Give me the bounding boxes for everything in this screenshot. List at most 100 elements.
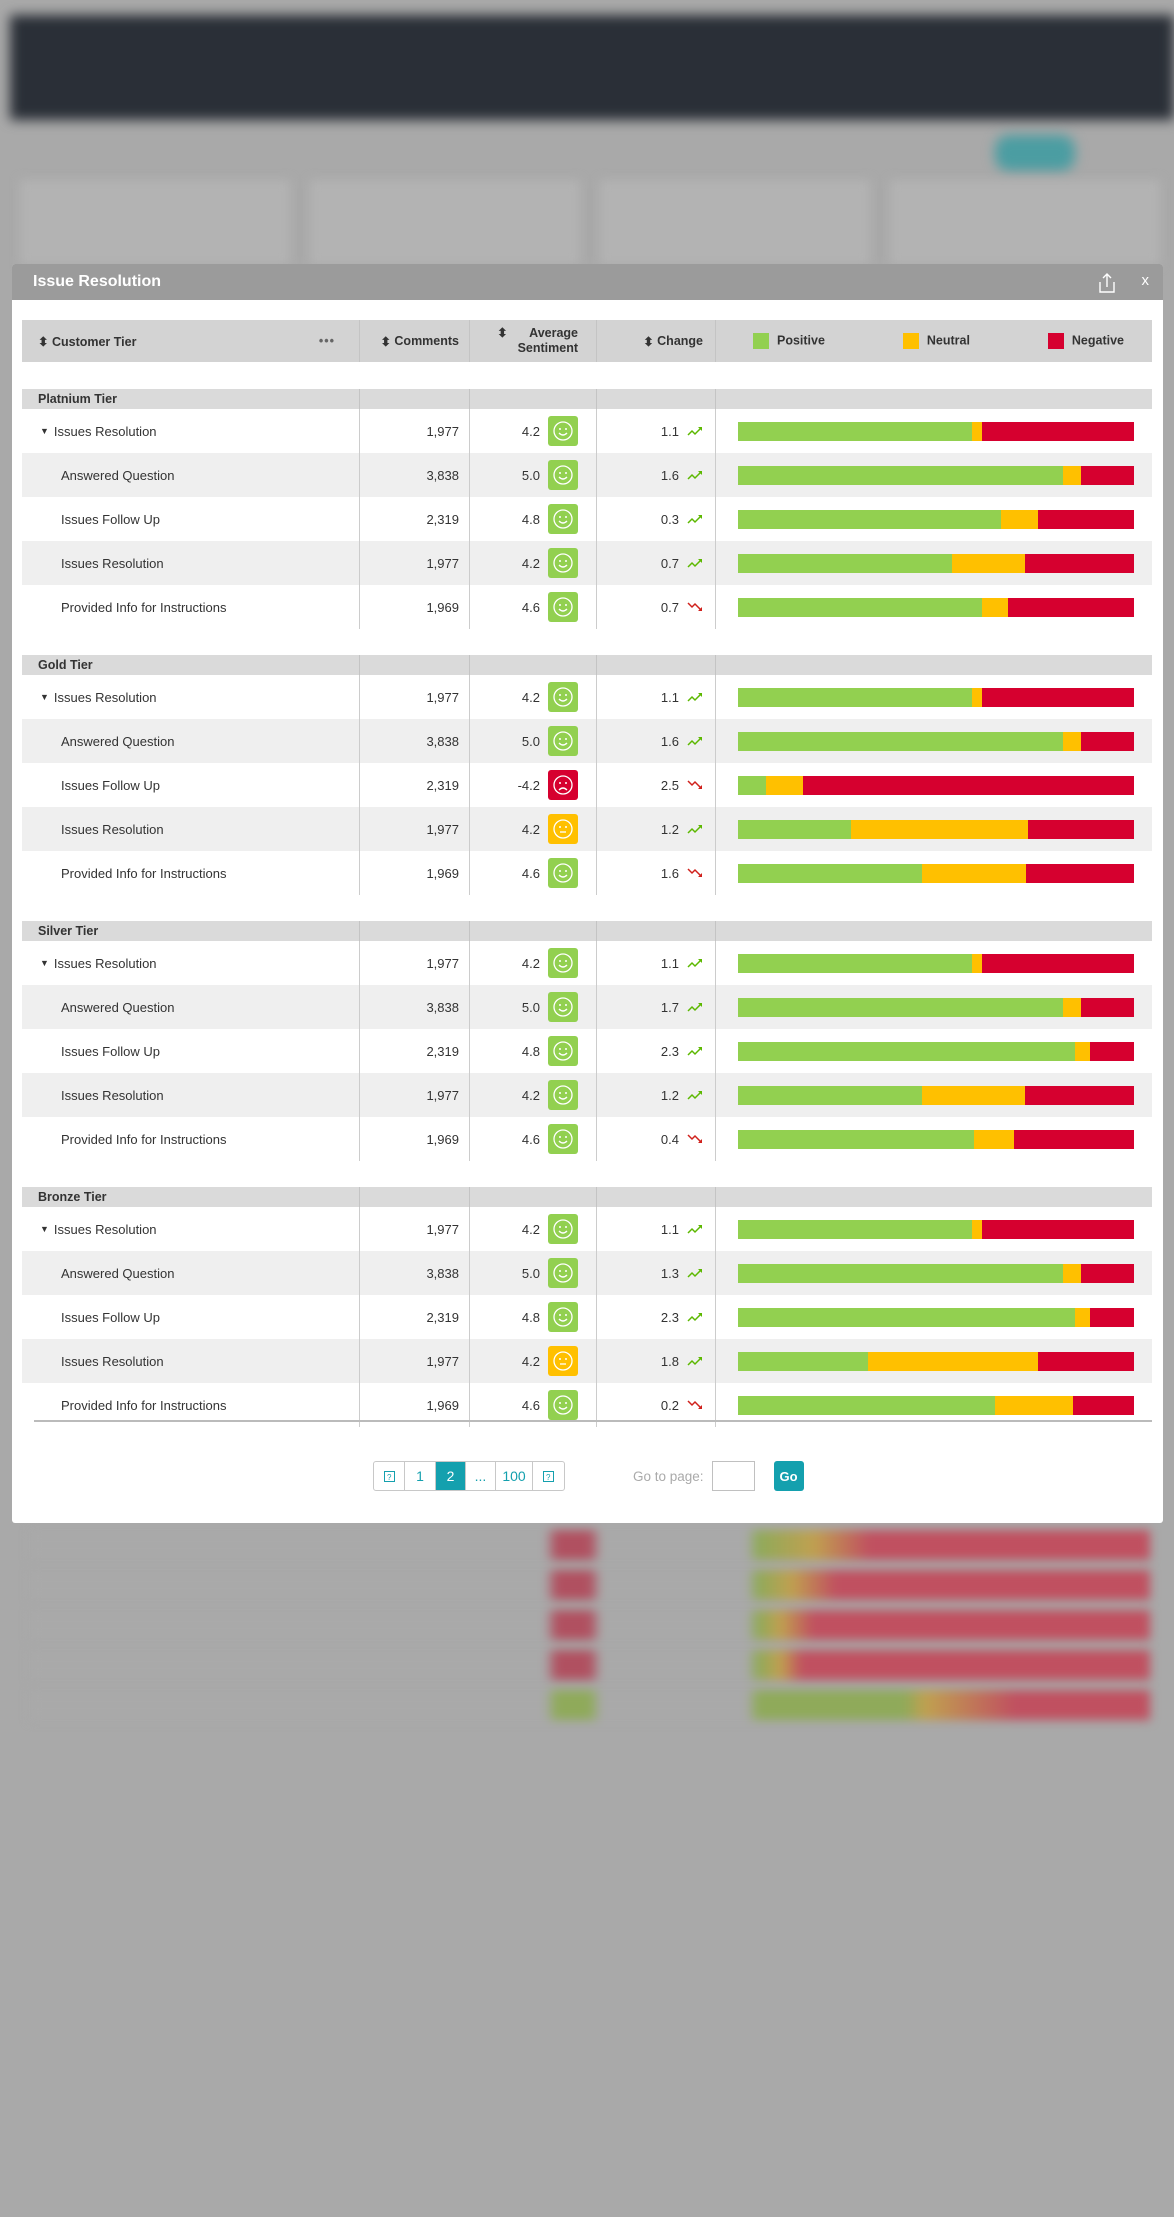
go-to-page-label: Go to page: (633, 1468, 704, 1484)
average-sentiment: 4.2 (521, 1087, 540, 1103)
sentiment-bar (738, 1307, 1134, 1327)
legend-positive: Positive (753, 333, 825, 349)
expand-caret-icon[interactable]: ▼ (40, 1224, 49, 1234)
go-button[interactable]: Go (773, 1461, 804, 1491)
bar-neutral (995, 1395, 1073, 1415)
table-row[interactable]: Issues Follow Up 2,319 4.8 2.3 (22, 1295, 1152, 1339)
average-sentiment: 4.2 (521, 821, 540, 837)
table-row[interactable]: ▼ Issues Resolution 1,977 4.2 1.1 (22, 1207, 1152, 1251)
bar-neutral (868, 1351, 1039, 1371)
average-sentiment: 4.6 (521, 865, 540, 881)
table-row[interactable]: Answered Question 3,838 5.0 1.3 (22, 1251, 1152, 1295)
average-sentiment: -4.2 (517, 777, 540, 793)
tier-name: Bronze Tier (22, 1187, 360, 1207)
table-row[interactable]: Issues Resolution 1,977 4.2 0.7 (22, 541, 1152, 585)
table-row[interactable]: Issues Follow Up 2,319 -4.2 2.5 (22, 763, 1152, 807)
bar-positive (738, 1219, 972, 1239)
go-to-page-input[interactable] (711, 1461, 755, 1491)
page-button-1[interactable]: 1 (405, 1462, 436, 1490)
comments-count: 1,969 (360, 1383, 470, 1427)
table-row[interactable]: Issues Resolution 1,977 4.2 1.8 (22, 1339, 1152, 1383)
expand-caret-icon[interactable]: ▼ (40, 692, 49, 702)
row-label: Issues Resolution (53, 423, 157, 439)
change-value: 1.2 (660, 821, 679, 837)
table-row[interactable]: ▼ Issues Resolution 1,977 4.2 1.1 (22, 409, 1152, 453)
bar-positive (738, 997, 1063, 1017)
bar-negative (1080, 465, 1134, 485)
table-header: ⬍ Customer Tier ••• ⬍ Comments ⬍ Average S… (22, 320, 1152, 362)
table-row[interactable]: Answered Question 3,838 5.0 1.6 (22, 719, 1152, 763)
page-button-2-current[interactable]: 2 (436, 1462, 466, 1490)
change-value: 0.3 (660, 511, 679, 527)
trend-up-icon (687, 1091, 702, 1100)
average-sentiment: 5.0 (521, 1265, 540, 1281)
sentiment-bar (738, 1219, 1134, 1239)
previous-icon: ? (383, 1470, 395, 1482)
column-header-comments[interactable]: ⬍ Comments (360, 320, 470, 362)
legend-negative: Negative (1047, 333, 1124, 349)
close-icon[interactable]: x (1141, 272, 1150, 289)
table-row[interactable]: Issues Resolution 1,977 4.2 1.2 (22, 1073, 1152, 1117)
table-row[interactable]: Provided Info for Instructions 1,969 4.6… (22, 1117, 1152, 1161)
bar-neutral (1062, 731, 1081, 751)
sentiment-bar (738, 1395, 1134, 1415)
comments-count: 1,969 (360, 585, 470, 629)
sort-icon[interactable]: ⬍ (643, 334, 658, 349)
sentiment-bar (738, 421, 1134, 441)
trend-up-icon (687, 1357, 702, 1366)
bar-positive (738, 597, 982, 617)
expand-caret-icon[interactable]: ▼ (40, 958, 49, 968)
expand-caret-icon[interactable]: ▼ (40, 426, 49, 436)
average-sentiment: 4.2 (521, 1353, 540, 1369)
table-row[interactable]: Issues Resolution 1,977 4.2 1.2 (22, 807, 1152, 851)
bar-neutral (1001, 509, 1039, 529)
next-page-button[interactable]: ? (533, 1462, 564, 1490)
bar-positive (738, 1351, 869, 1371)
table-row[interactable]: Provided Info for Instructions 1,969 4.6… (22, 585, 1152, 629)
happy-face-icon (548, 1302, 578, 1332)
row-label: Issues Resolution (53, 955, 157, 971)
bar-neutral (971, 421, 982, 441)
background-app-header (10, 15, 1174, 120)
table-row[interactable]: Answered Question 3,838 5.0 1.6 (22, 453, 1152, 497)
table-row[interactable]: Provided Info for Instructions 1,969 4.6… (22, 1383, 1152, 1427)
average-sentiment: 4.2 (521, 955, 540, 971)
sad-face-icon (548, 770, 578, 800)
sort-icon[interactable]: ⬍ (497, 326, 508, 340)
sort-icon[interactable]: ⬍ (38, 334, 52, 349)
table-row[interactable]: ▼ Issues Resolution 1,977 4.2 1.1 (22, 941, 1152, 985)
happy-face-icon (548, 682, 578, 712)
share-icon[interactable] (1097, 272, 1117, 294)
bar-negative (981, 1219, 1134, 1239)
previous-page-button[interactable]: ? (374, 1462, 405, 1490)
change-value: 2.5 (660, 777, 679, 793)
table-row[interactable]: Answered Question 3,838 5.0 1.7 (22, 985, 1152, 1029)
more-options-icon[interactable]: ••• (318, 334, 335, 348)
page-button-100[interactable]: 100 (496, 1462, 533, 1490)
column-header-average-sentiment[interactable]: ⬍ Average Sentiment (470, 320, 597, 362)
bar-negative (1038, 509, 1134, 529)
happy-face-icon (548, 548, 578, 578)
comments-count: 1,977 (360, 941, 470, 985)
sort-icon[interactable]: ⬍ (380, 334, 395, 349)
background-row (30, 1570, 1150, 1600)
table-row[interactable]: Issues Follow Up 2,319 4.8 2.3 (22, 1029, 1152, 1073)
bar-negative (981, 421, 1134, 441)
tier-header: Gold Tier (22, 655, 1152, 675)
happy-face-icon (548, 1214, 578, 1244)
bar-neutral (1062, 1263, 1081, 1283)
column-header-change[interactable]: ⬍ Change (597, 320, 716, 362)
comments-count: 1,977 (360, 1339, 470, 1383)
row-label: Issues Resolution (61, 555, 164, 571)
table-row[interactable]: Issues Follow Up 2,319 4.8 0.3 (22, 497, 1152, 541)
background-row (30, 1650, 1150, 1680)
bar-positive (738, 687, 972, 707)
table-row[interactable]: ▼ Issues Resolution 1,977 4.2 1.1 (22, 675, 1152, 719)
trend-down-icon (687, 780, 702, 789)
table-row[interactable]: Provided Info for Instructions 1,969 4.6… (22, 851, 1152, 895)
average-sentiment: 5.0 (521, 733, 540, 749)
background-button (995, 135, 1075, 171)
trend-up-icon (687, 825, 702, 834)
column-header-customer-tier[interactable]: ⬍ Customer Tier ••• (22, 320, 360, 362)
sentiment-bar (738, 863, 1134, 883)
